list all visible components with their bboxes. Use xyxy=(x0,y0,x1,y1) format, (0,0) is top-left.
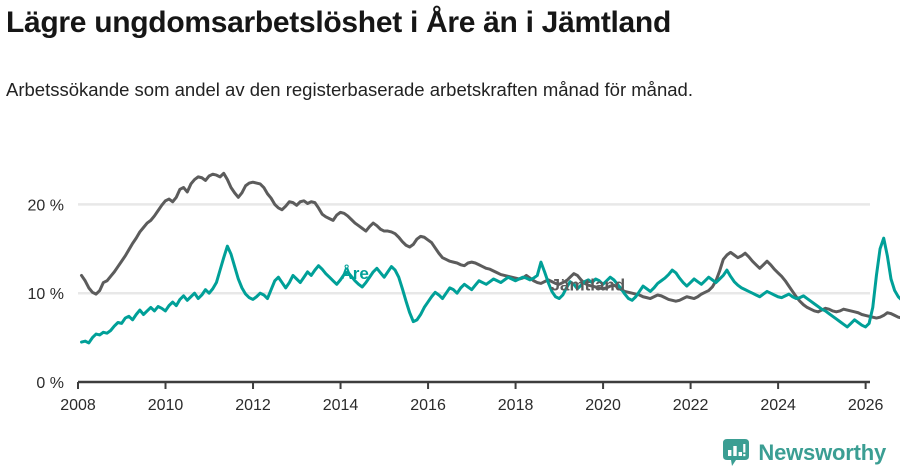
line-chart: 0 % 10 % 20 % 2008 2010 2012 2014 2016 2018 2020… xyxy=(28,171,900,414)
x-axis-tick-label: 2016 xyxy=(410,397,446,414)
x-axis-tick-labels: 2008 2010 2012 2014 2016 2018 2020 2022 2024 2026 xyxy=(60,397,883,414)
y-axis-tick-label: 10 % xyxy=(28,286,64,303)
jamtland-inline-label: Jämtland xyxy=(551,276,626,295)
x-axis-tick-label: 2008 xyxy=(60,397,96,414)
brand-name: Newsworthy xyxy=(758,439,886,465)
x-axis-tick-label: 2020 xyxy=(585,397,621,414)
series-line-re xyxy=(80,236,900,345)
chart-plot-area: 0 % 10 % 20 % 2008 2010 2012 2014 2016 2018 2020… xyxy=(0,160,900,420)
are-inline-label: Åre xyxy=(341,264,369,283)
x-axis-tick-label: 2012 xyxy=(235,397,271,414)
page-title: Lägre ungdomsarbetslöshet i Åre än i Jäm… xyxy=(6,6,671,39)
brand-footer: Newsworthy xyxy=(723,439,886,466)
x-axis-tick-label: 2026 xyxy=(848,397,884,414)
x-axis-tick-label: 2018 xyxy=(498,397,534,414)
x-axis-tick-label: 2010 xyxy=(148,397,184,414)
y-axis-tick-label: 0 % xyxy=(36,375,64,392)
y-axis-tick-labels: 0 % 10 % 20 % xyxy=(28,197,64,392)
y-axis-tick-label: 20 % xyxy=(28,197,64,214)
gridlines xyxy=(78,203,870,295)
x-axis-tick-label: 2024 xyxy=(760,397,796,414)
data-series xyxy=(80,171,900,345)
chart-subtitle: Arbetssökande som andel av den registerb… xyxy=(6,79,693,100)
series-line-jmtland xyxy=(80,171,900,320)
series-inline-labels: Åre Jämtland xyxy=(341,264,626,295)
bar-chart-bubble-icon xyxy=(723,439,750,466)
x-axis xyxy=(77,380,870,389)
x-axis-tick-label: 2022 xyxy=(673,397,709,414)
x-axis-tick-label: 2014 xyxy=(323,397,359,414)
